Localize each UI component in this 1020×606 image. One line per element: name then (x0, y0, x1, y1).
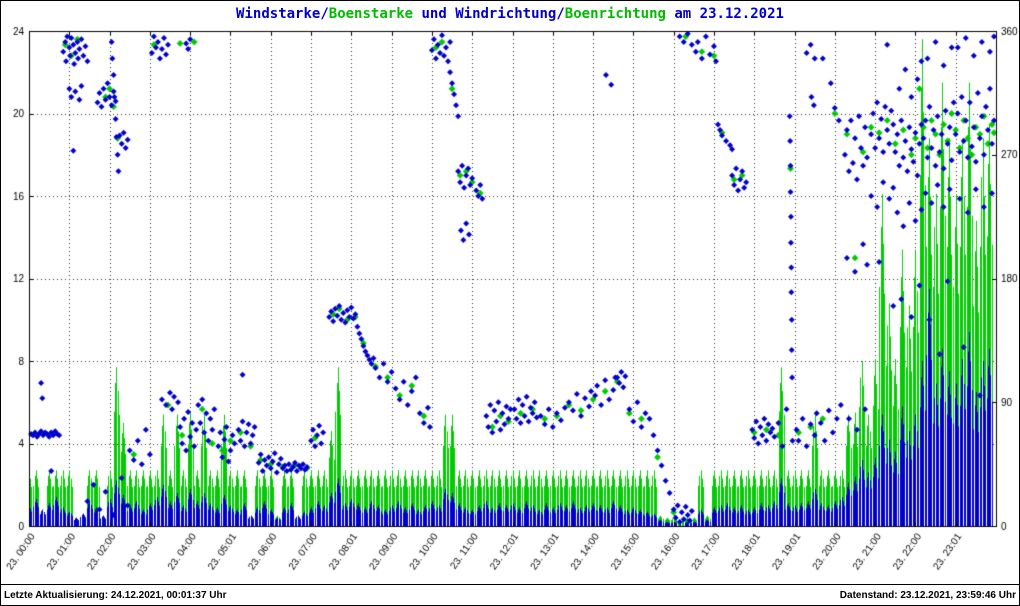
data-timestamp-text: Datenstand: 23.12.2021, 23:59:46 Uhr (839, 589, 1016, 601)
footer-bar: Letzte Aktualisierung: 24.12.2021, 00:01… (1, 584, 1019, 605)
last-update-text: Letzte Aktualisierung: 24.12.2021, 00:01… (4, 589, 227, 601)
